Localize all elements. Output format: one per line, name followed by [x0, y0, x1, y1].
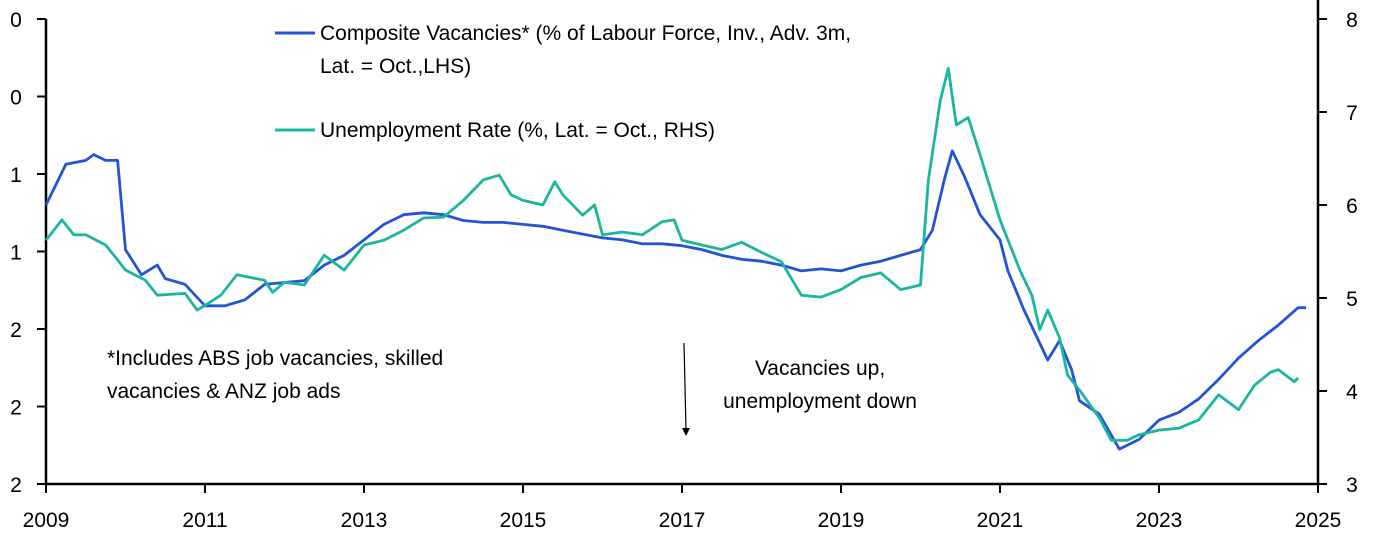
right-tick-label: 8: [1346, 9, 1358, 32]
x-tick-label: 2025: [1295, 509, 1342, 532]
unemployment-line: [44, 66, 1300, 442]
legend-label-vacancies-line1: Composite Vacancies* (% of Labour Force,…: [320, 22, 851, 45]
annotations: *Includes ABS job vacancies, skilled vac…: [107, 342, 917, 436]
left-tick-label: 2: [10, 397, 22, 420]
vacancies-line: [44, 149, 1307, 451]
arrow-label-line2: unemployment down: [723, 390, 917, 413]
legend: Composite Vacancies* (% of Labour Force,…: [275, 22, 851, 142]
x-tick-label: 2015: [500, 509, 547, 532]
legend-label-vacancies-line2: Lat. = Oct.,LHS): [320, 55, 471, 78]
right-tick-label: 3: [1346, 474, 1358, 497]
arrow-label-line1: Vacancies up,: [755, 357, 885, 380]
x-tick-label: 2021: [977, 509, 1024, 532]
arrow-head-icon: [682, 428, 690, 436]
left-tick-label: 2: [10, 319, 22, 342]
legend-label-unemployment: Unemployment Rate (%, Lat. = Oct., RHS): [320, 119, 715, 142]
left-tick-label: 0: [10, 87, 22, 110]
series-lines: [44, 66, 1307, 451]
x-tick-label: 2023: [1136, 509, 1183, 532]
arrow-shaft: [683, 342, 687, 431]
left-tick-label: 2: [10, 474, 22, 497]
right-tick-label: 7: [1346, 102, 1358, 125]
axes: 0 0 1 1 2 2 2 3 4 5 6 7 8 2009 2011 2013 2015 2017 2019 202…: [10, 0, 1358, 532]
x-tick-label: 2009: [23, 509, 70, 532]
footnote-line1: *Includes ABS job vacancies, skilled: [107, 347, 443, 370]
left-tick-label: 1: [10, 242, 22, 265]
x-tick-label: 2017: [659, 509, 706, 532]
footnote-line2: vacancies & ANZ job ads: [107, 380, 340, 403]
x-tick-label: 2013: [341, 509, 388, 532]
left-tick-label: 1: [10, 164, 22, 187]
right-tick-label: 5: [1346, 288, 1358, 311]
x-tick-label: 2011: [182, 509, 227, 532]
left-tick-label: 0: [10, 9, 22, 32]
right-tick-label: 4: [1346, 381, 1358, 404]
x-tick-label: 2019: [818, 509, 865, 532]
right-tick-label: 6: [1346, 195, 1358, 218]
